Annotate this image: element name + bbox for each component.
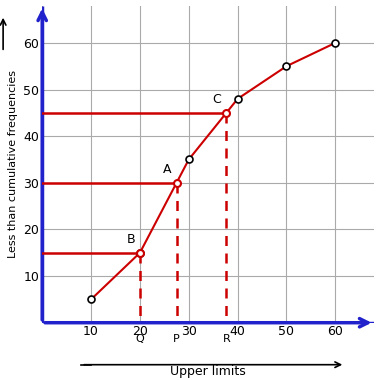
Text: R: R [222, 334, 230, 344]
Y-axis label: Less than cumulative frequencies: Less than cumulative frequencies [8, 70, 18, 258]
Text: C: C [213, 93, 222, 106]
Text: A: A [163, 163, 172, 176]
Text: Upper limits: Upper limits [171, 365, 246, 378]
Text: P: P [173, 334, 180, 344]
Text: B: B [127, 233, 135, 246]
Text: Q: Q [136, 334, 144, 344]
